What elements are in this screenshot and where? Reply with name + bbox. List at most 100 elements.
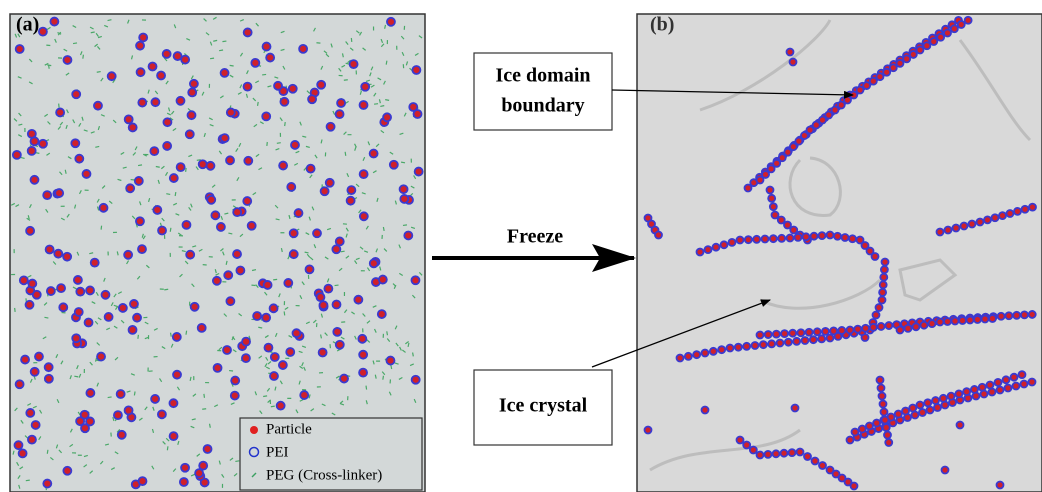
particle: [822, 328, 829, 335]
particle: [204, 445, 212, 453]
peg-strand: [166, 194, 170, 195]
particle: [952, 318, 959, 325]
peg-strand: [97, 72, 101, 73]
particle: [412, 376, 420, 384]
particle: [63, 253, 71, 261]
particle: [852, 429, 859, 436]
peg-strand: [271, 406, 275, 407]
particle: [737, 437, 744, 444]
particle: [163, 142, 171, 150]
particle: [290, 229, 298, 237]
particle: [760, 341, 767, 348]
particle: [1029, 379, 1036, 386]
particle: [211, 211, 219, 219]
particle: [336, 110, 344, 118]
particle: [998, 313, 1005, 320]
particle: [989, 315, 996, 322]
particle: [136, 42, 144, 50]
particle: [233, 208, 241, 216]
peg-strand: [210, 424, 211, 428]
particle: [979, 384, 986, 391]
peg-strand: [375, 375, 376, 379]
particle: [885, 322, 892, 329]
particle: [85, 319, 93, 327]
particle: [327, 123, 335, 131]
particle: [170, 432, 178, 440]
particle: [773, 331, 780, 338]
particle: [195, 469, 203, 477]
particle: [999, 212, 1006, 219]
particle: [290, 250, 298, 258]
peg-strand: [222, 41, 226, 42]
particle: [807, 127, 814, 134]
particle: [965, 17, 972, 24]
particle: [31, 368, 39, 376]
particle: [50, 18, 58, 26]
peg-strand: [321, 334, 322, 338]
particle: [251, 59, 259, 67]
particle: [882, 259, 889, 266]
particle: [180, 478, 188, 486]
particle: [415, 168, 423, 176]
peg-strand: [171, 333, 172, 337]
particle: [787, 49, 794, 56]
particle: [306, 265, 314, 273]
peg-strand: [401, 162, 405, 163]
particle: [76, 288, 84, 296]
legend-particle-icon: [250, 426, 258, 434]
particle: [870, 324, 877, 331]
particle: [927, 407, 934, 414]
particle: [83, 170, 91, 178]
particle: [186, 251, 194, 259]
particle: [984, 216, 991, 223]
peg-strand: [47, 450, 48, 454]
particle: [945, 227, 952, 234]
particle: [125, 115, 133, 123]
particle: [31, 137, 39, 145]
particle: [63, 56, 71, 64]
particle: [967, 317, 974, 324]
particle: [117, 390, 125, 398]
particle: [198, 324, 206, 332]
peg-strand: [44, 317, 48, 318]
particle: [897, 327, 904, 334]
particle: [233, 250, 241, 258]
particle: [795, 234, 802, 241]
particle: [790, 227, 797, 234]
particle: [359, 351, 367, 359]
particle: [358, 335, 366, 343]
particle: [43, 191, 51, 199]
particle: [838, 102, 845, 109]
particle: [119, 304, 127, 312]
particle: [400, 195, 408, 203]
particle: [360, 101, 368, 109]
particle: [729, 239, 736, 246]
particle: [150, 147, 158, 155]
particle: [879, 297, 886, 304]
peg-strand: [403, 225, 407, 226]
particle: [56, 108, 64, 116]
particle: [135, 177, 143, 185]
legend-entry: PEG (Cross-linker): [266, 467, 382, 483]
particle: [937, 319, 944, 326]
particle: [1005, 312, 1012, 319]
particle: [1011, 374, 1018, 381]
particle: [39, 28, 47, 36]
particle: [743, 343, 750, 350]
particle: [923, 42, 930, 49]
particle: [169, 399, 177, 407]
particle: [757, 452, 764, 459]
particle: [797, 449, 804, 456]
particle: [1003, 376, 1010, 383]
peg-strand: [345, 152, 346, 156]
particle: [289, 85, 297, 93]
particle: [765, 331, 772, 338]
peg-strand: [73, 43, 77, 44]
particle: [959, 317, 966, 324]
particle: [812, 458, 819, 465]
particle: [997, 387, 1004, 394]
particle: [1021, 381, 1028, 388]
peg-strand: [170, 228, 171, 232]
particle: [847, 327, 854, 334]
particle: [74, 276, 82, 284]
